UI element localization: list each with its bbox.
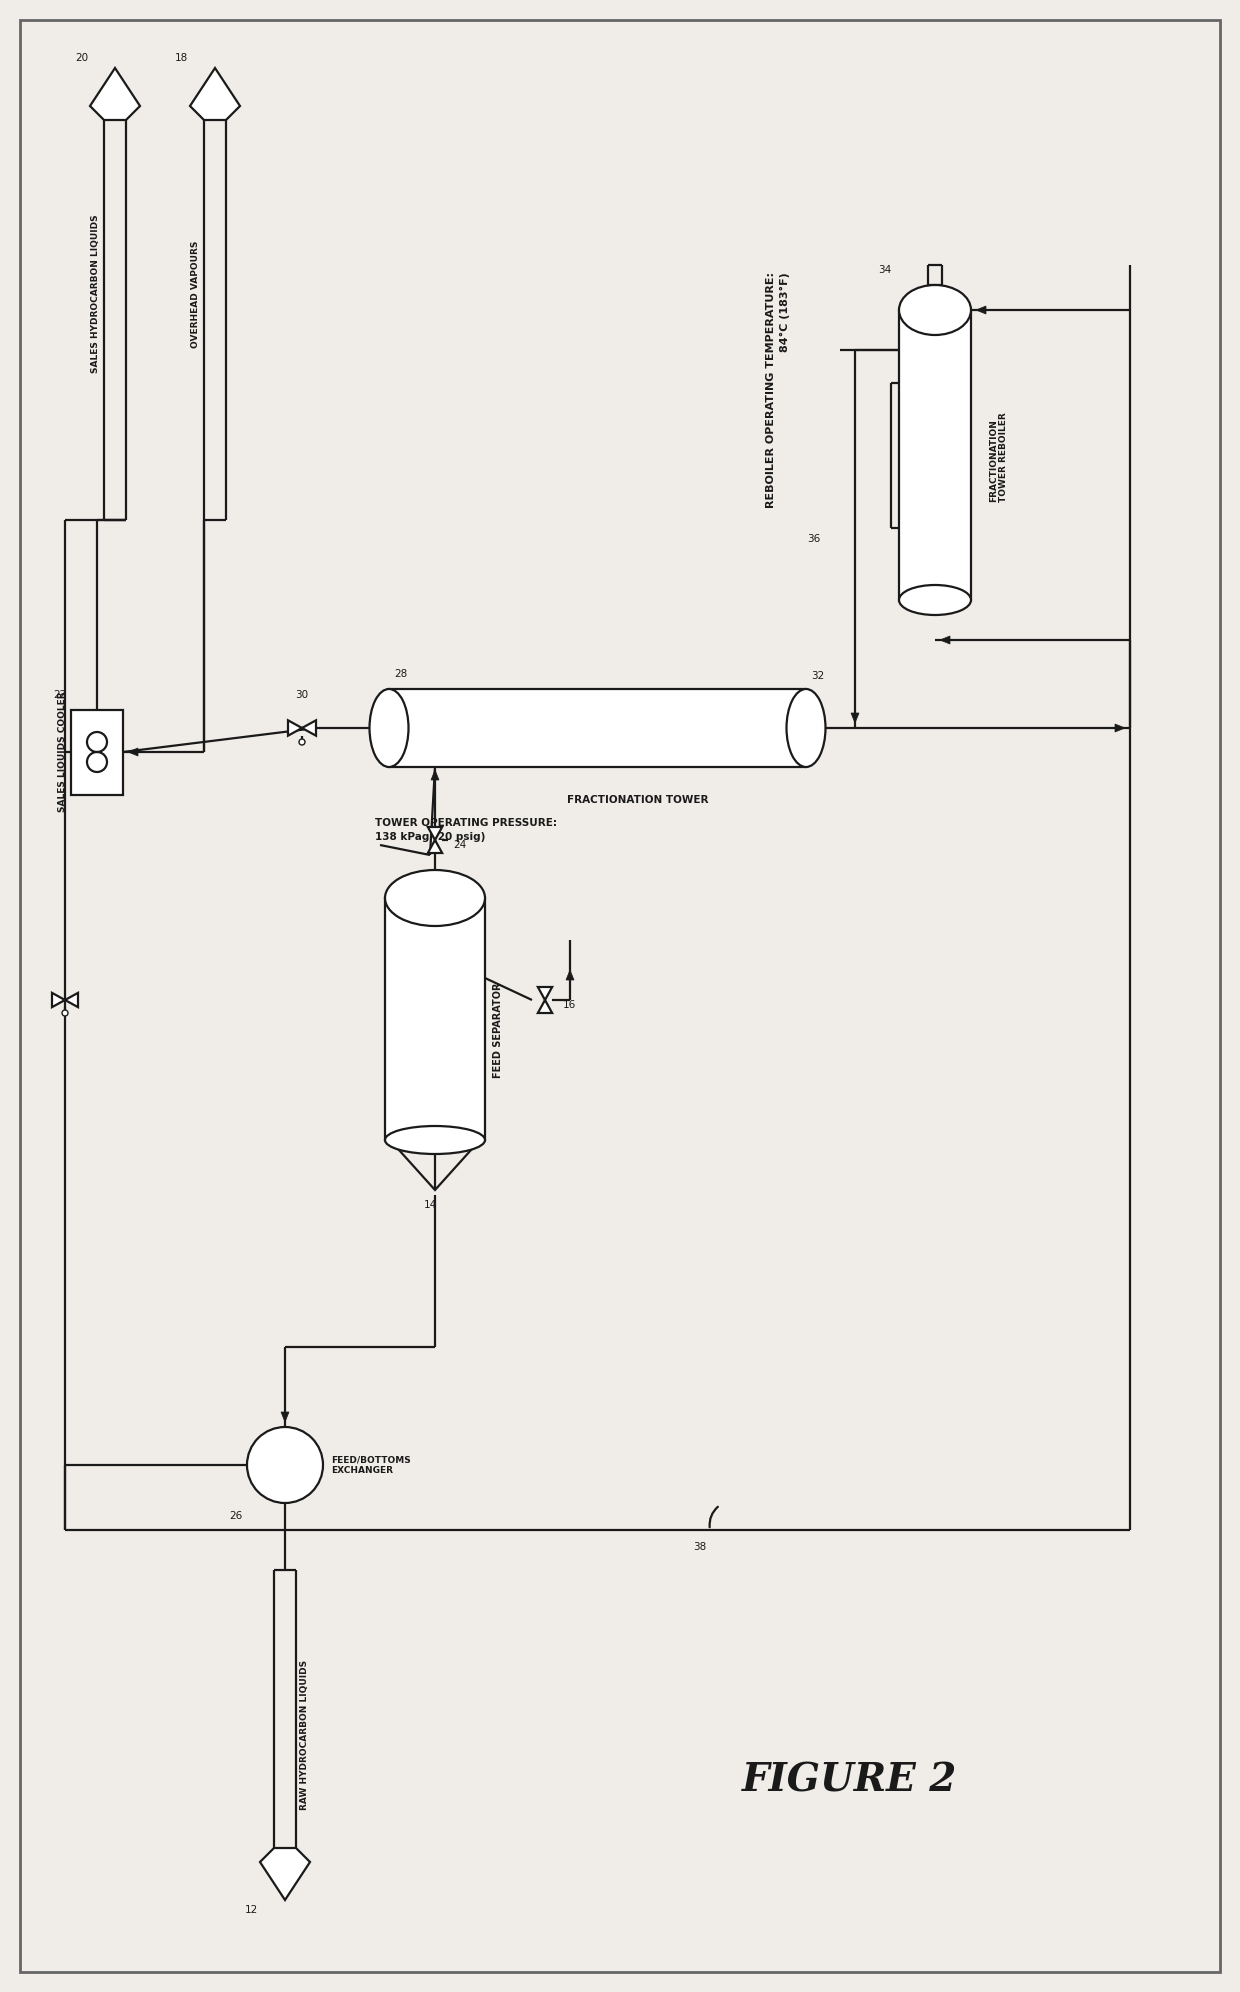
Text: FEED/BOTTOMS
EXCHANGER: FEED/BOTTOMS EXCHANGER [331,1456,410,1474]
Text: TOWER OPERATING PRESSURE:
138 kPag (20 psig): TOWER OPERATING PRESSURE: 138 kPag (20 p… [374,819,557,843]
Text: OVERHEAD VAPOURS: OVERHEAD VAPOURS [191,241,200,349]
Text: 14: 14 [423,1199,436,1209]
Text: RAW HYDROCARBON LIQUIDS: RAW HYDROCARBON LIQUIDS [300,1659,309,1811]
Text: SALES HYDROCARBON LIQUIDS: SALES HYDROCARBON LIQUIDS [91,215,100,373]
Bar [389,689,806,767]
Text: SALES LIQUIDS COOLER: SALES LIQUIDS COOLER [58,691,67,813]
Polygon shape [128,749,138,757]
Polygon shape [260,1849,310,1900]
Text: 30: 30 [295,689,309,699]
Polygon shape [190,68,241,120]
Text: 16: 16 [563,1000,577,1010]
Text: FRACTIONATION TOWER: FRACTIONATION TOWER [567,795,708,805]
Text: 20: 20 [74,54,88,64]
Polygon shape [976,307,986,315]
Circle shape [247,1426,322,1504]
Polygon shape [565,970,574,980]
Text: 32: 32 [811,671,825,681]
Bar [899,311,971,600]
Polygon shape [432,771,439,781]
Text: 22: 22 [53,689,67,699]
Polygon shape [52,992,78,1008]
Polygon shape [281,1412,289,1422]
Text: 24: 24 [453,841,466,851]
Ellipse shape [786,689,826,767]
Polygon shape [538,986,552,1014]
Text: 36: 36 [807,534,820,544]
Bar [71,709,123,795]
Polygon shape [288,721,316,735]
Ellipse shape [899,285,971,335]
Ellipse shape [384,871,485,926]
Polygon shape [91,68,140,120]
Text: FIGURE 2: FIGURE 2 [743,1761,957,1799]
Ellipse shape [899,586,971,616]
Text: FEED SEPARATOR: FEED SEPARATOR [494,982,503,1078]
Polygon shape [428,827,443,853]
Text: 28: 28 [394,669,407,679]
Circle shape [62,1010,68,1016]
Polygon shape [940,635,950,643]
Ellipse shape [384,1125,485,1153]
Text: FRACTIONATION
TOWER REBOILER: FRACTIONATION TOWER REBOILER [990,412,1008,502]
Bar [384,898,485,1139]
Ellipse shape [370,689,408,767]
Text: REBOILER OPERATING TEMPERATURE:
84°C (183°F): REBOILER OPERATING TEMPERATURE: 84°C (18… [766,273,790,508]
Polygon shape [1115,723,1125,731]
Text: 12: 12 [244,1904,258,1914]
Text: 18: 18 [175,54,188,64]
Text: 26: 26 [228,1512,242,1522]
Circle shape [299,739,305,745]
Text: 34: 34 [878,265,892,275]
Polygon shape [851,713,859,723]
Text: 38: 38 [693,1542,707,1552]
